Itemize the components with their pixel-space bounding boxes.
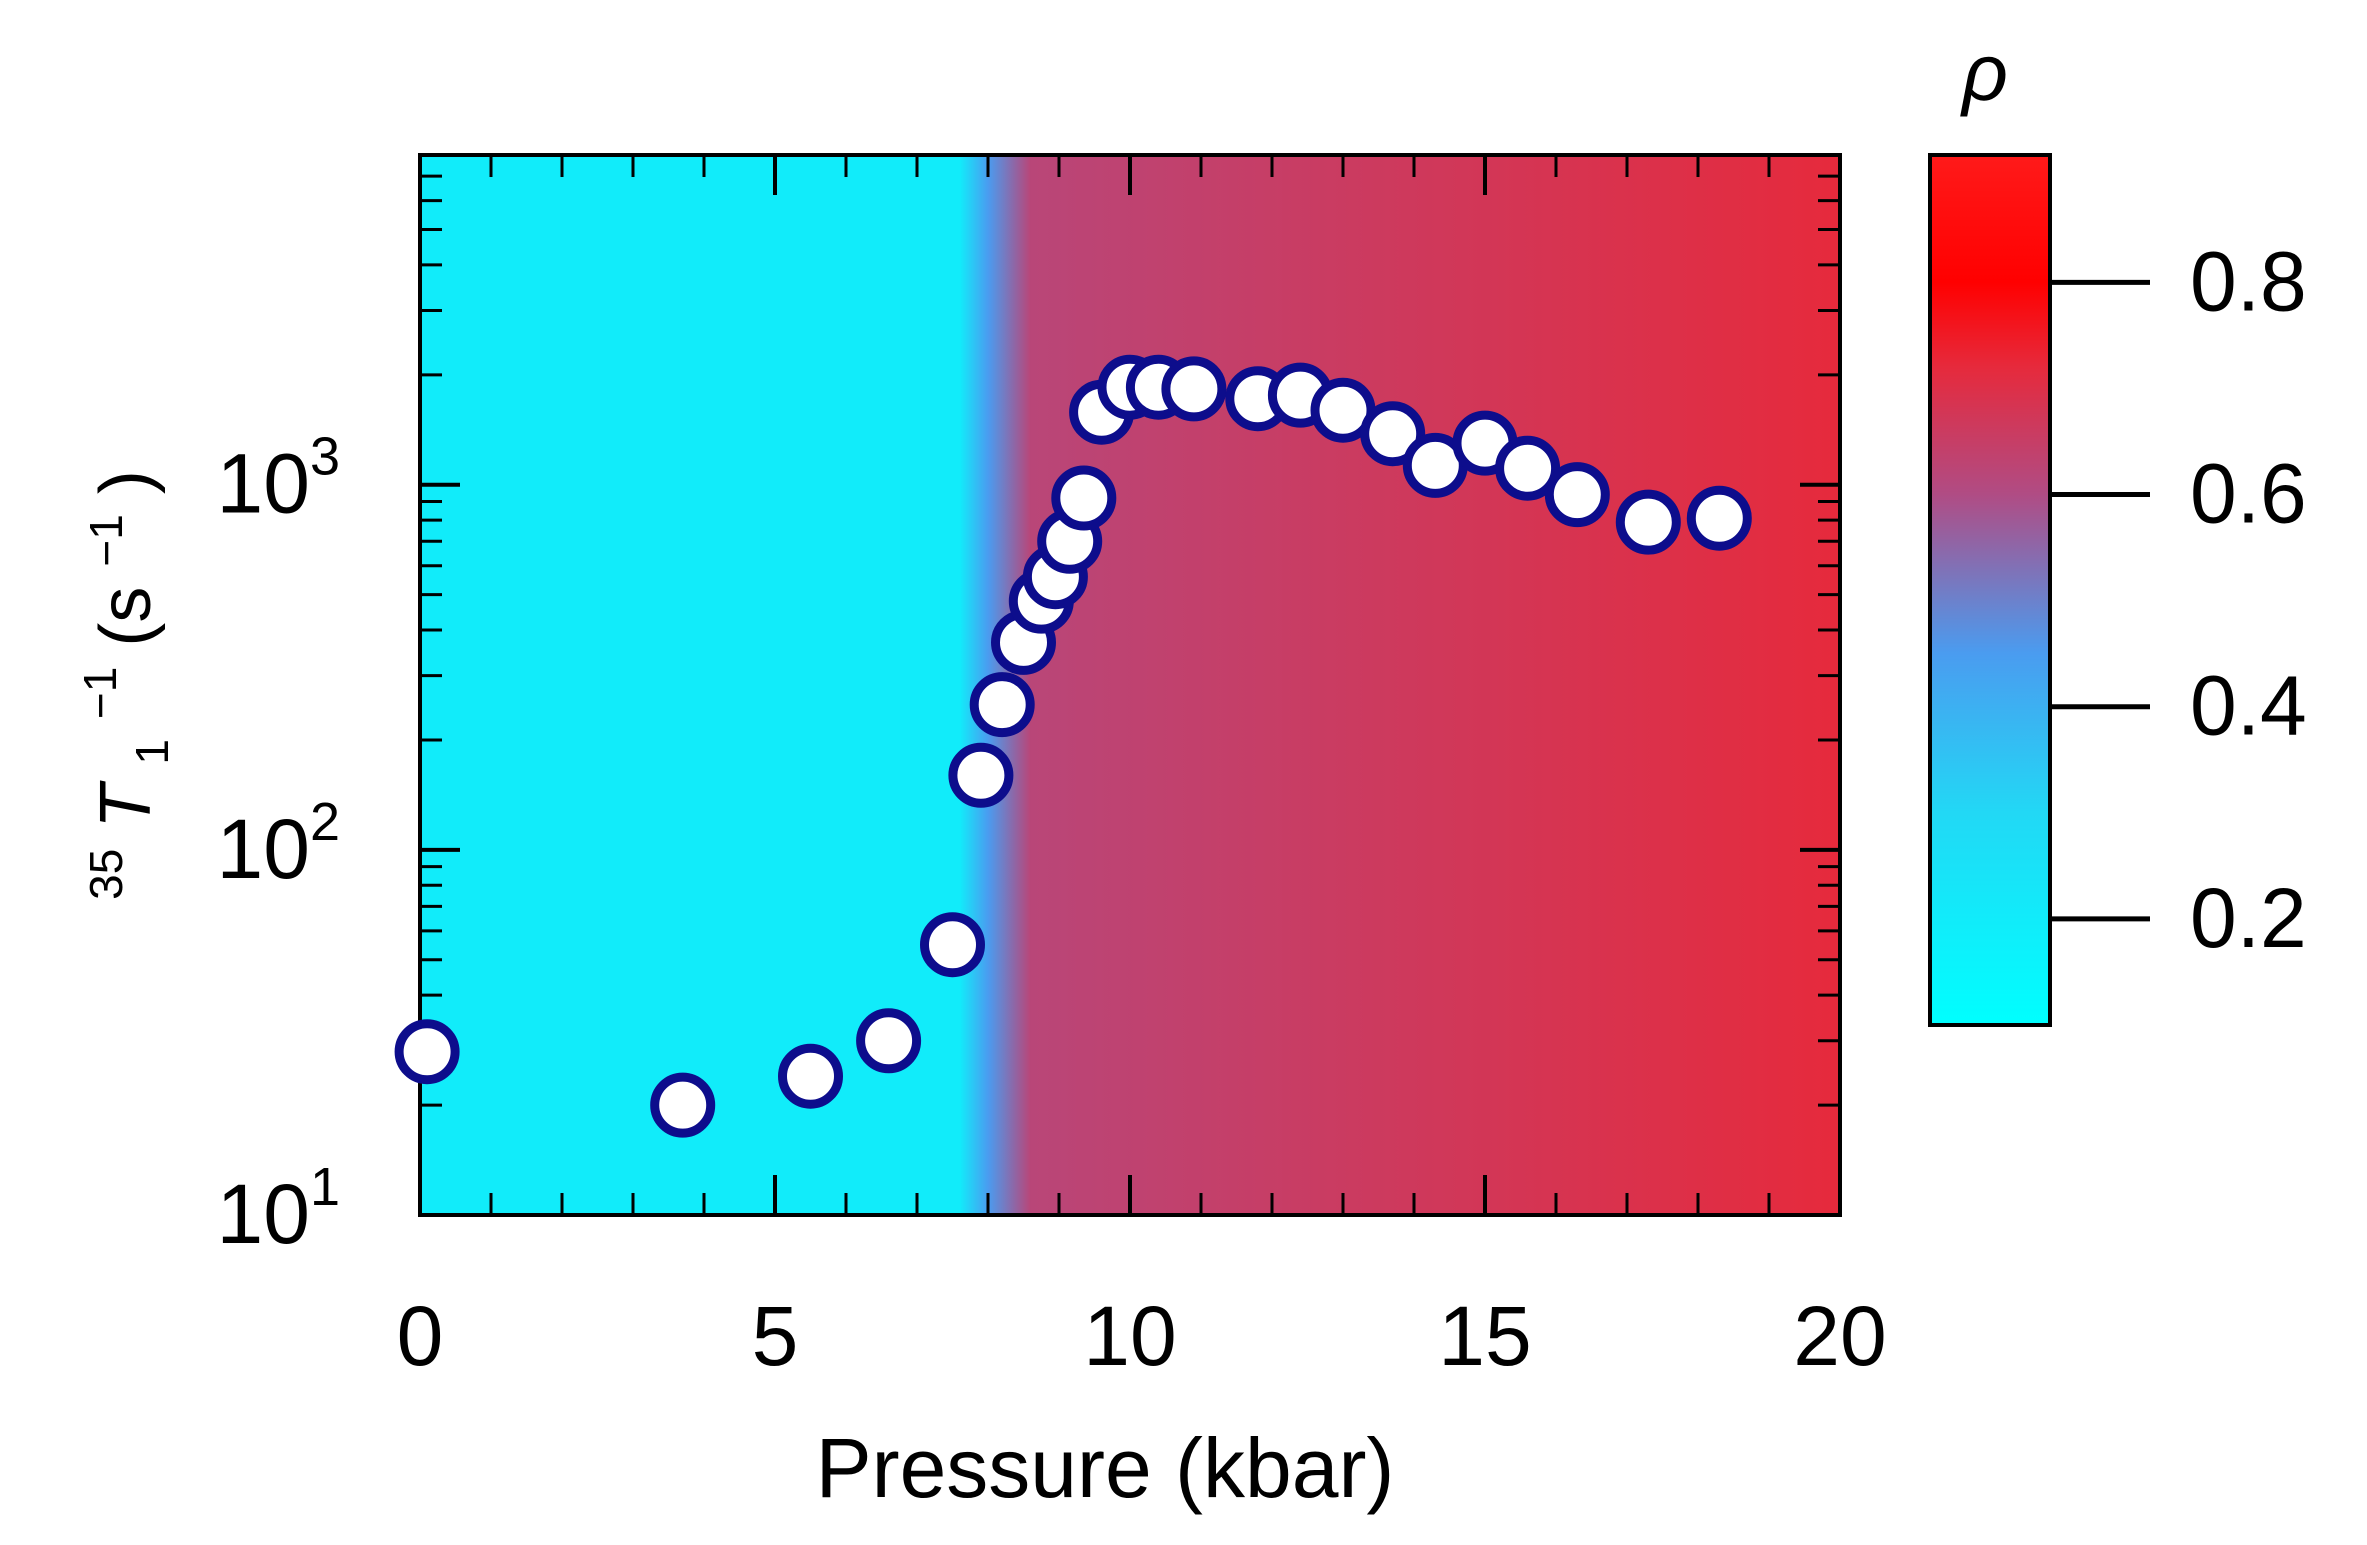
data-point	[969, 672, 1035, 738]
colorbar-tick-label: 0.4	[2190, 659, 2307, 753]
colorbar-tick-labels: 0.2 0.4 0.6 0.8	[2190, 234, 2307, 965]
colorbar-title: ρ	[1960, 28, 2008, 117]
data-point	[1495, 435, 1561, 501]
y-axis-title-sup: −1	[74, 667, 126, 719]
x-tick-label: 5	[752, 1289, 799, 1383]
colorbar	[1928, 153, 2052, 1027]
y-tick-label: 102	[217, 792, 340, 896]
data-point	[1615, 489, 1681, 555]
x-tick-labels: 0 5 10 15 20	[397, 1289, 1887, 1383]
data-point	[650, 1072, 716, 1138]
data-point	[1051, 465, 1117, 531]
y-axis-title-main: T	[86, 780, 166, 829]
y-axis-title-unit: (s	[86, 587, 166, 647]
plot-frame	[418, 153, 1842, 1217]
x-tick-label: 20	[1793, 1289, 1886, 1383]
data-point	[920, 912, 985, 978]
y-tick-label: 101	[217, 1157, 340, 1261]
x-axis-ticks	[418, 155, 1842, 1215]
y-axis-title-sub: 1	[126, 739, 178, 765]
y-tick-labels: 101 102 103	[217, 427, 340, 1261]
x-tick-label: 0	[397, 1289, 444, 1383]
x-tick-label: 10	[1083, 1289, 1176, 1383]
x-tick-label: 15	[1438, 1289, 1531, 1383]
y-axis-title: 35 T 1 −1 (s −1 )	[52, 470, 184, 900]
data-point	[1544, 462, 1610, 528]
data-markers	[394, 354, 1752, 1138]
colorbar-ticks	[2050, 279, 2150, 922]
y-axis-title-close: )	[86, 470, 166, 494]
data-point	[1360, 401, 1426, 467]
y-axis-title-isotope: 35	[80, 849, 132, 900]
data-point	[1161, 356, 1227, 422]
plot-background	[420, 155, 1840, 1215]
y-axis-title-unit-sup: −1	[80, 514, 132, 566]
x-axis-title: Pressure (kbar)	[816, 1421, 1395, 1515]
colorbar-tick-label: 0.6	[2190, 447, 2307, 541]
data-point	[778, 1043, 843, 1109]
data-point	[1686, 485, 1752, 551]
y-tick-label: 103	[217, 427, 340, 531]
data-point	[948, 742, 1014, 808]
colorbar-tick-label: 0.8	[2190, 234, 2307, 328]
data-point	[856, 1008, 922, 1074]
colorbar-tick-label: 0.2	[2190, 871, 2307, 965]
y-axis-title-group: 35 T 1 −1 (s −1 )	[52, 470, 184, 900]
data-point	[394, 1019, 460, 1085]
